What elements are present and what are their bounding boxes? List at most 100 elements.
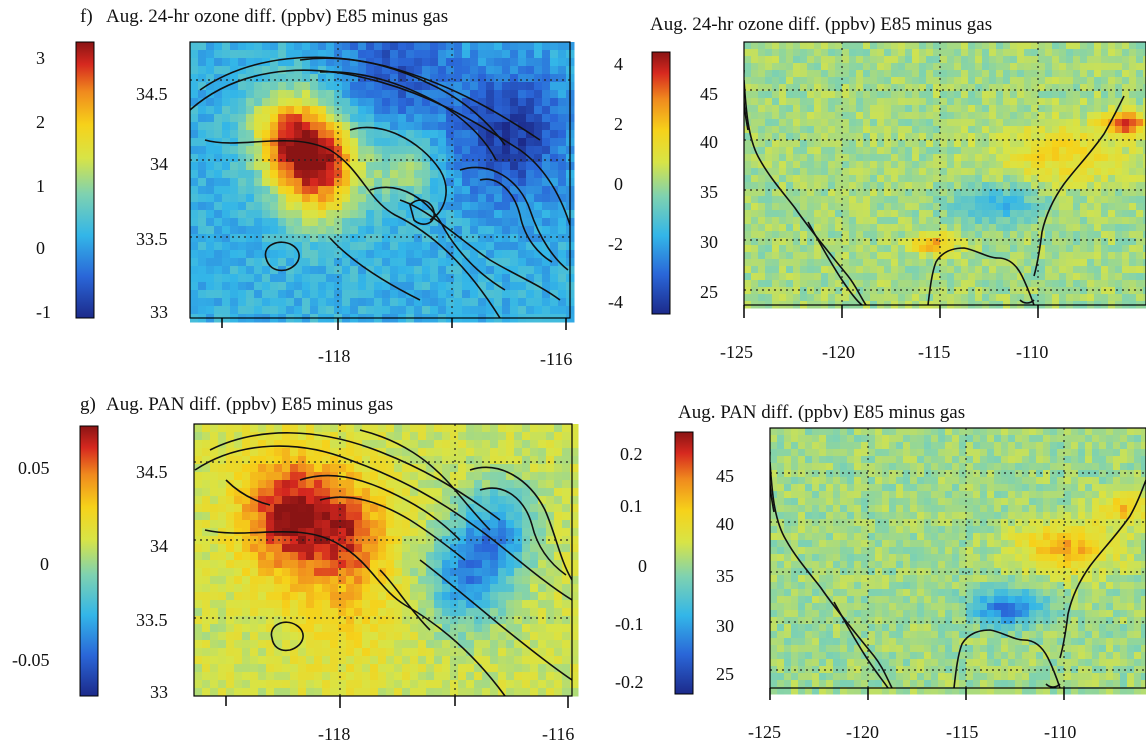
heatmap-cell bbox=[877, 294, 885, 302]
heatmap-cell bbox=[975, 259, 983, 267]
heatmap-cell bbox=[370, 528, 379, 537]
heatmap-cell bbox=[426, 456, 435, 465]
terrain-contour bbox=[299, 57, 506, 146]
heatmap-cell bbox=[270, 290, 279, 299]
heatmap-cell bbox=[306, 552, 315, 561]
heatmap-cell bbox=[530, 552, 539, 561]
heatmap-cell bbox=[318, 122, 327, 131]
heatmap-cell bbox=[222, 58, 231, 67]
heatmap-cell bbox=[856, 273, 864, 281]
heatmap-cell bbox=[358, 210, 367, 219]
heatmap-cell bbox=[772, 119, 780, 127]
heatmap-cell bbox=[286, 146, 295, 155]
heatmap-cell bbox=[246, 298, 255, 307]
heatmap-cell bbox=[558, 170, 567, 179]
heatmap-cell bbox=[250, 568, 259, 577]
heatmap-cell bbox=[498, 496, 507, 505]
heatmap-cell bbox=[842, 42, 850, 50]
heatmap-cell bbox=[422, 258, 431, 267]
heatmap-cell bbox=[842, 91, 850, 99]
heatmap-cell bbox=[933, 196, 941, 204]
heatmap-cell bbox=[1052, 126, 1060, 134]
heatmap-cell bbox=[1143, 147, 1146, 155]
heatmap-cell bbox=[1080, 91, 1088, 99]
heatmap-cell bbox=[270, 50, 279, 59]
heatmap-cell bbox=[954, 273, 962, 281]
heatmap-cell bbox=[1094, 245, 1102, 253]
heatmap-cell bbox=[856, 238, 864, 246]
heatmap-cell bbox=[390, 130, 399, 139]
heatmap-cell bbox=[526, 242, 535, 251]
heatmap-cell bbox=[1073, 112, 1081, 120]
heatmap-cell bbox=[1010, 231, 1018, 239]
heatmap-cell bbox=[430, 250, 439, 259]
heatmap-cell bbox=[779, 224, 787, 232]
heatmap-cell bbox=[246, 218, 255, 227]
heatmap-cell bbox=[1094, 259, 1102, 267]
heatmap-cell bbox=[968, 224, 976, 232]
heatmap-cell bbox=[1052, 161, 1060, 169]
heatmap-cell bbox=[779, 210, 787, 218]
heatmap-cell bbox=[1038, 252, 1046, 260]
heatmap-cell bbox=[786, 189, 794, 197]
heatmap-cell bbox=[884, 266, 892, 274]
heatmap-cell bbox=[318, 226, 327, 235]
heatmap-cell bbox=[1143, 252, 1146, 260]
heatmap-cell bbox=[1143, 133, 1146, 141]
heatmap-cell bbox=[779, 91, 787, 99]
heatmap-cell bbox=[558, 58, 567, 67]
heatmap-cell bbox=[434, 552, 443, 561]
heatmap-cell bbox=[510, 138, 519, 147]
heatmap-cell bbox=[486, 234, 495, 243]
heatmap-cell bbox=[996, 210, 1004, 218]
heatmap-cell bbox=[982, 112, 990, 120]
heatmap-cell bbox=[961, 182, 969, 190]
heatmap-cell bbox=[330, 536, 339, 545]
heatmap-cell bbox=[438, 58, 447, 67]
heatmap-cell bbox=[1066, 147, 1074, 155]
heatmap-cell bbox=[1038, 91, 1046, 99]
heatmap-cell bbox=[426, 448, 435, 457]
heatmap-cell bbox=[262, 146, 271, 155]
heatmap-cell bbox=[814, 133, 822, 141]
heatmap-cell bbox=[842, 287, 850, 295]
heatmap-cell bbox=[1087, 133, 1095, 141]
panel-f-colorbar bbox=[75, 41, 95, 319]
heatmap-cell bbox=[772, 175, 780, 183]
heatmap-cell bbox=[968, 203, 976, 211]
heatmap-cell bbox=[933, 112, 941, 120]
heatmap-cell bbox=[1129, 168, 1137, 176]
heatmap-cell bbox=[302, 82, 311, 91]
heatmap-cell bbox=[382, 290, 391, 299]
heatmap-cell bbox=[1073, 161, 1081, 169]
heatmap-cell bbox=[390, 66, 399, 75]
heatmap-cell bbox=[786, 105, 794, 113]
heatmap-cell bbox=[422, 306, 431, 315]
heatmap-cell bbox=[765, 196, 773, 204]
heatmap-cell bbox=[286, 178, 295, 187]
heatmap-cell bbox=[814, 245, 822, 253]
heatmap-cell bbox=[394, 496, 403, 505]
heatmap-cell bbox=[190, 218, 199, 227]
heatmap-cell bbox=[877, 287, 885, 295]
heatmap-cell bbox=[1094, 70, 1102, 78]
heatmap-cell bbox=[919, 126, 927, 134]
heatmap-cell bbox=[510, 66, 519, 75]
heatmap-cell bbox=[961, 273, 969, 281]
heatmap-cell bbox=[422, 130, 431, 139]
heatmap-cell bbox=[1066, 140, 1074, 148]
heatmap-cell bbox=[230, 298, 239, 307]
heatmap-cell bbox=[919, 119, 927, 127]
heatmap-cell bbox=[374, 82, 383, 91]
heatmap-cell bbox=[546, 488, 555, 497]
heatmap-cell bbox=[835, 231, 843, 239]
heatmap-cell bbox=[446, 194, 455, 203]
heatmap-cell bbox=[905, 49, 913, 57]
heatmap-cell bbox=[849, 252, 857, 260]
heatmap-cell bbox=[975, 203, 983, 211]
heatmap-cell bbox=[1052, 84, 1060, 92]
heatmap-cell bbox=[835, 245, 843, 253]
heatmap-cell bbox=[786, 280, 794, 288]
heatmap-cell bbox=[318, 258, 327, 267]
heatmap-cell bbox=[502, 194, 511, 203]
